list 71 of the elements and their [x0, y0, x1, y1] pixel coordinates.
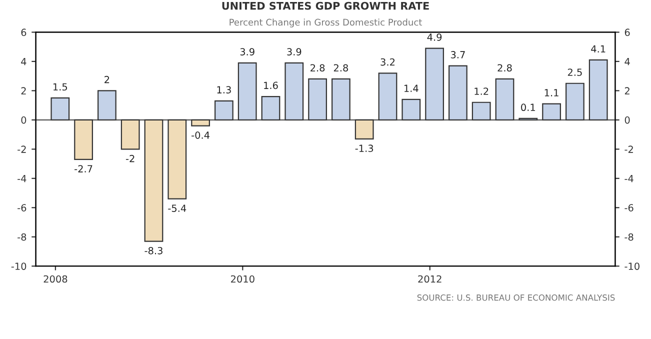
data-label: -2	[126, 154, 134, 162]
bar	[74, 119, 93, 160]
bar	[472, 102, 491, 120]
y-tick-label: -10	[11, 262, 26, 270]
bar	[331, 78, 350, 120]
y-tick-label: -4	[18, 175, 26, 182]
data-label: 2.5	[568, 68, 582, 76]
bar	[214, 100, 234, 120]
bar	[354, 119, 374, 140]
data-label: 1.3	[217, 86, 231, 94]
data-label: 1.5	[53, 83, 68, 91]
x-tick-label: 2010	[231, 275, 254, 283]
data-label: 1.1	[544, 89, 558, 96]
y2-tick-label: 6	[624, 28, 630, 36]
bar	[402, 98, 421, 120]
source-note: SOURCE: U.S. BUREAU OF ECONOMIC ANALYSIS	[417, 294, 615, 301]
data-label: 0.1	[521, 104, 535, 112]
y2-tick-label: -10	[624, 262, 640, 270]
y-tick-label: 0	[21, 116, 26, 124]
data-label: 3.2	[380, 58, 394, 66]
bar	[284, 62, 304, 120]
bar	[448, 65, 468, 120]
data-label: -0.4	[192, 131, 210, 139]
data-label: -2.7	[74, 165, 92, 172]
y2-tick-label: -6	[624, 204, 634, 212]
data-label: 1.4	[404, 84, 418, 92]
y-tick-label: -6	[18, 204, 26, 212]
bar	[238, 62, 257, 120]
bar	[542, 103, 561, 120]
y-tick-label: 2	[21, 87, 26, 94]
data-label: 4.1	[591, 45, 606, 52]
bar	[168, 119, 187, 200]
y2-tick-label: -8	[624, 233, 634, 241]
y2-tick-label: 2	[624, 87, 630, 94]
bar	[566, 82, 584, 120]
x-tick-label: 2012	[418, 275, 442, 283]
bar	[588, 59, 608, 120]
bar	[144, 119, 164, 242]
data-label: -8.3	[144, 246, 162, 254]
data-label: 3.9	[240, 48, 254, 56]
data-label: 2.8	[310, 64, 325, 72]
bar	[191, 119, 210, 126]
data-label: 1.2	[474, 88, 488, 95]
data-label: 2	[104, 76, 110, 84]
y-tick-label: -8	[18, 233, 26, 241]
y2-tick-label: 0	[624, 116, 630, 124]
y2-tick-label: -2	[624, 146, 633, 153]
x-tick-label: 2008	[44, 275, 68, 283]
bar	[97, 90, 116, 120]
bar	[495, 78, 514, 120]
data-label: 1.6	[264, 82, 278, 90]
data-label: 4.9	[427, 33, 442, 41]
bar	[120, 119, 140, 150]
bar	[261, 96, 280, 120]
y-tick-label: -2	[18, 146, 26, 153]
y2-tick-label: 4	[624, 58, 630, 66]
y-tick-label: 4	[21, 58, 26, 66]
bar	[425, 48, 444, 120]
data-label: 2.8	[334, 64, 348, 72]
data-label: 3.7	[450, 51, 465, 58]
chart-title: UNITED STATES GDP GROWTH RATE	[222, 2, 429, 10]
data-label: 2.8	[498, 64, 512, 72]
data-label: -5.4	[168, 204, 186, 212]
data-label: -1.3	[355, 144, 374, 152]
bar	[308, 78, 327, 120]
bar	[50, 97, 70, 120]
y2-tick-label: -4	[624, 175, 634, 182]
bar	[378, 72, 398, 120]
chart-subtitle: Percent Change in Gross Domestic Product	[230, 18, 422, 28]
y-tick-label: 6	[21, 28, 26, 36]
data-label: 3.9	[287, 48, 302, 56]
